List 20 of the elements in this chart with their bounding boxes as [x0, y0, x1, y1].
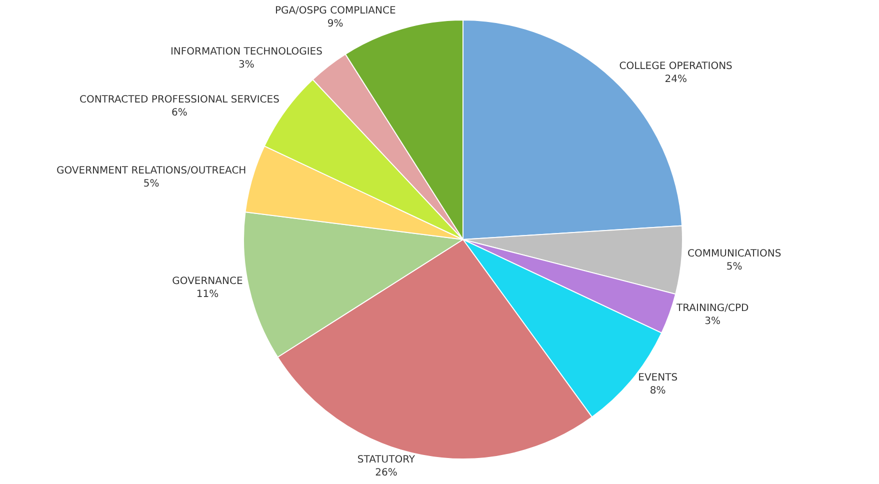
- data-label: 3%: [238, 60, 254, 71]
- data-label: 11%: [196, 288, 219, 300]
- data-label: 24%: [664, 74, 687, 86]
- slice-label: GOVERNMENT RELATIONS/OUTREACH: [56, 165, 246, 176]
- data-label: 26%: [375, 468, 398, 479]
- data-label: 6%: [172, 107, 188, 118]
- data-label: 3%: [704, 316, 721, 328]
- data-label: 5%: [143, 178, 160, 190]
- slice-label: PGA/OSPG COMPLIANCE: [274, 6, 396, 17]
- data-label: 8%: [650, 385, 666, 396]
- data-label: 9%: [327, 18, 344, 30]
- slice-label: STATUTORY: [357, 454, 416, 466]
- slice-label: CONTRACTED PROFESSIONAL SERVICES: [79, 94, 280, 106]
- slice-label: EVENTS: [638, 372, 678, 384]
- data-label: 5%: [726, 261, 742, 272]
- slice-label: TRAINING/CPD: [676, 303, 750, 314]
- slice-label: COMMUNICATIONS: [688, 248, 782, 260]
- slice-label: INFORMATION TECHNOLOGIES: [170, 46, 322, 58]
- slice-label: GOVERNANCE: [172, 276, 243, 287]
- slice-label: COLLEGE OPERATIONS: [619, 61, 732, 72]
